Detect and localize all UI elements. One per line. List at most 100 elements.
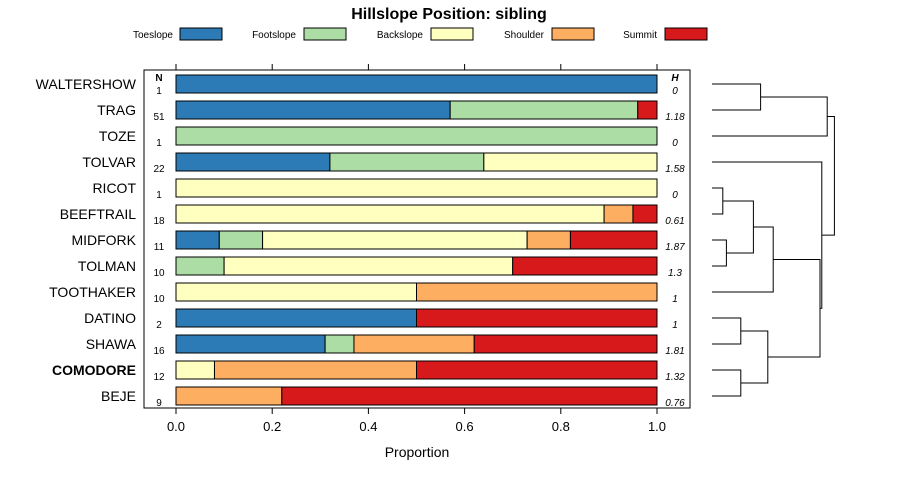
bar-toze-footslope [175,126,658,146]
row-label-beeftrail: BEEFTRAIL [60,206,136,222]
x-axis-title: Proportion [385,444,450,460]
n-value-tolvar: 22 [153,164,165,175]
h-values: 0 1.18 0 1.58 0 0.61 1.87 1.3 1 1 1.81 1.32 0.76 [665,86,685,409]
row-label-tolvar: TOLVAR [82,154,136,170]
x-tick-label-4: 0.8 [552,419,570,434]
legend: Toeslope Footslope Backslope Shoulder Summit [133,27,708,41]
h-value-datino: 1 [672,320,678,331]
bar-beje-shoulder [175,386,283,406]
h-value-trag: 1.18 [665,112,685,123]
bar-midfork-footslope [218,230,264,250]
legend-swatch-summit [664,27,708,41]
row-label-toze: TOZE [99,128,136,144]
chart-title: Hillslope Position: sibling [351,6,547,23]
dendrogram-branch-4 [722,200,754,254]
bar-tolvar-backslope [483,152,658,172]
dendrogram-branch-7 [712,369,742,397]
bar-tolman-backslope [223,256,514,276]
bar-comodore-summit [416,360,658,380]
bar-shawa-shoulder [353,334,475,354]
dendrogram-branch-11 [821,116,835,236]
dendrogram-branch-1 [712,96,828,137]
h-value-beeftrail: 0.61 [665,216,684,227]
legend-label-toeslope: Toeslope [133,30,173,41]
bar-beje-summit [281,386,658,406]
legend-swatch-backslope [430,27,474,41]
n-value-trag: 51 [153,112,165,123]
n-value-toothaker: 10 [153,294,165,305]
h-value-waltershow: 0 [672,86,678,97]
bar-midfork-summit [569,230,658,250]
row-label-comodore: COMODORE [52,362,136,378]
dendrogram-branch-5 [712,226,774,293]
row-label-ricot: RICOT [92,180,136,196]
h-value-shawa: 1.81 [665,346,684,357]
bar-trag-footslope [449,100,639,120]
n-value-comodore: 12 [153,372,165,383]
n-value-datino: 2 [156,320,162,331]
bar-waltershow-toeslope [175,74,658,94]
legend-swatch-shoulder [551,27,595,41]
bar-tolman-footslope [175,256,225,276]
row-label-toothaker: TOOTHAKER [49,284,136,300]
h-value-beje: 0.76 [665,398,685,409]
bar-shawa-toeslope [175,334,326,354]
row-labels: WALTERSHOW TRAG TOZE TOLVAR RICOT BEEFTRAIL MI… [36,76,137,404]
legend-swatch-toeslope [179,27,223,41]
bar-beeftrail-summit [632,204,658,224]
n-value-beje: 9 [156,398,162,409]
bar-datino-toeslope [175,308,417,328]
bar-ricot-backslope [175,178,658,198]
bar-shawa-summit [473,334,658,354]
dendrogram [712,83,835,397]
h-value-toothaker: 1 [672,294,678,305]
bar-midfork-shoulder [526,230,571,250]
n-value-waltershow: 1 [156,86,162,97]
dendrogram-branch-9 [767,259,821,358]
bar-tolvar-footslope [329,152,485,172]
row-label-trag: TRAG [97,102,136,118]
x-tick-label-3: 0.6 [456,419,474,434]
row-label-beje: BEJE [101,388,136,404]
n-value-toze: 1 [156,138,162,149]
plot-frame [143,69,691,409]
bar-beeftrail-backslope [175,204,605,224]
legend-label-backslope: Backslope [377,30,424,41]
row-label-datino: DATINO [84,310,136,326]
x-tick-label-0: 0.0 [167,419,185,434]
row-label-tolman: TOLMAN [78,258,136,274]
x-axis: 0.0 0.2 0.4 0.6 0.8 1.0 [167,408,666,434]
bar-midfork-backslope [262,230,528,250]
legend-label-footslope: Footslope [252,30,296,41]
bars [175,74,658,406]
dendrogram-branch-3 [712,239,727,267]
legend-swatch-footslope [303,27,347,41]
bar-tolvar-toeslope [175,152,331,172]
bar-toothaker-shoulder [416,282,658,302]
h-value-tolman: 1.3 [668,268,682,279]
x-tick-label-5: 1.0 [648,419,666,434]
dendrogram-branch-2 [712,187,724,215]
x-tick-label-2: 0.4 [359,419,377,434]
n-value-ricot: 1 [156,190,162,201]
n-value-midfork: 11 [154,242,165,253]
dendrogram-branch-8 [740,330,769,384]
bar-trag-summit [637,100,658,120]
bar-beeftrail-shoulder [603,204,634,224]
h-value-ricot: 0 [672,190,678,201]
n-values: 1 51 1 22 1 18 11 10 10 2 16 12 9 [153,86,165,409]
bar-comodore-backslope [175,360,215,380]
bar-trag-toeslope [175,100,451,120]
top-ticks [175,64,658,70]
bar-tolman-summit [512,256,658,276]
h-value-midfork: 1.87 [665,242,685,253]
dendrogram-branch-0 [712,83,762,111]
row-label-midfork: MIDFORK [71,232,136,248]
row-label-waltershow: WALTERSHOW [36,76,137,92]
x-tick-label-1: 0.2 [263,419,281,434]
bar-toothaker-backslope [175,282,417,302]
row-label-shawa: SHAWA [86,336,137,352]
dendrogram-branch-10 [712,161,823,309]
n-value-tolman: 10 [153,268,165,279]
